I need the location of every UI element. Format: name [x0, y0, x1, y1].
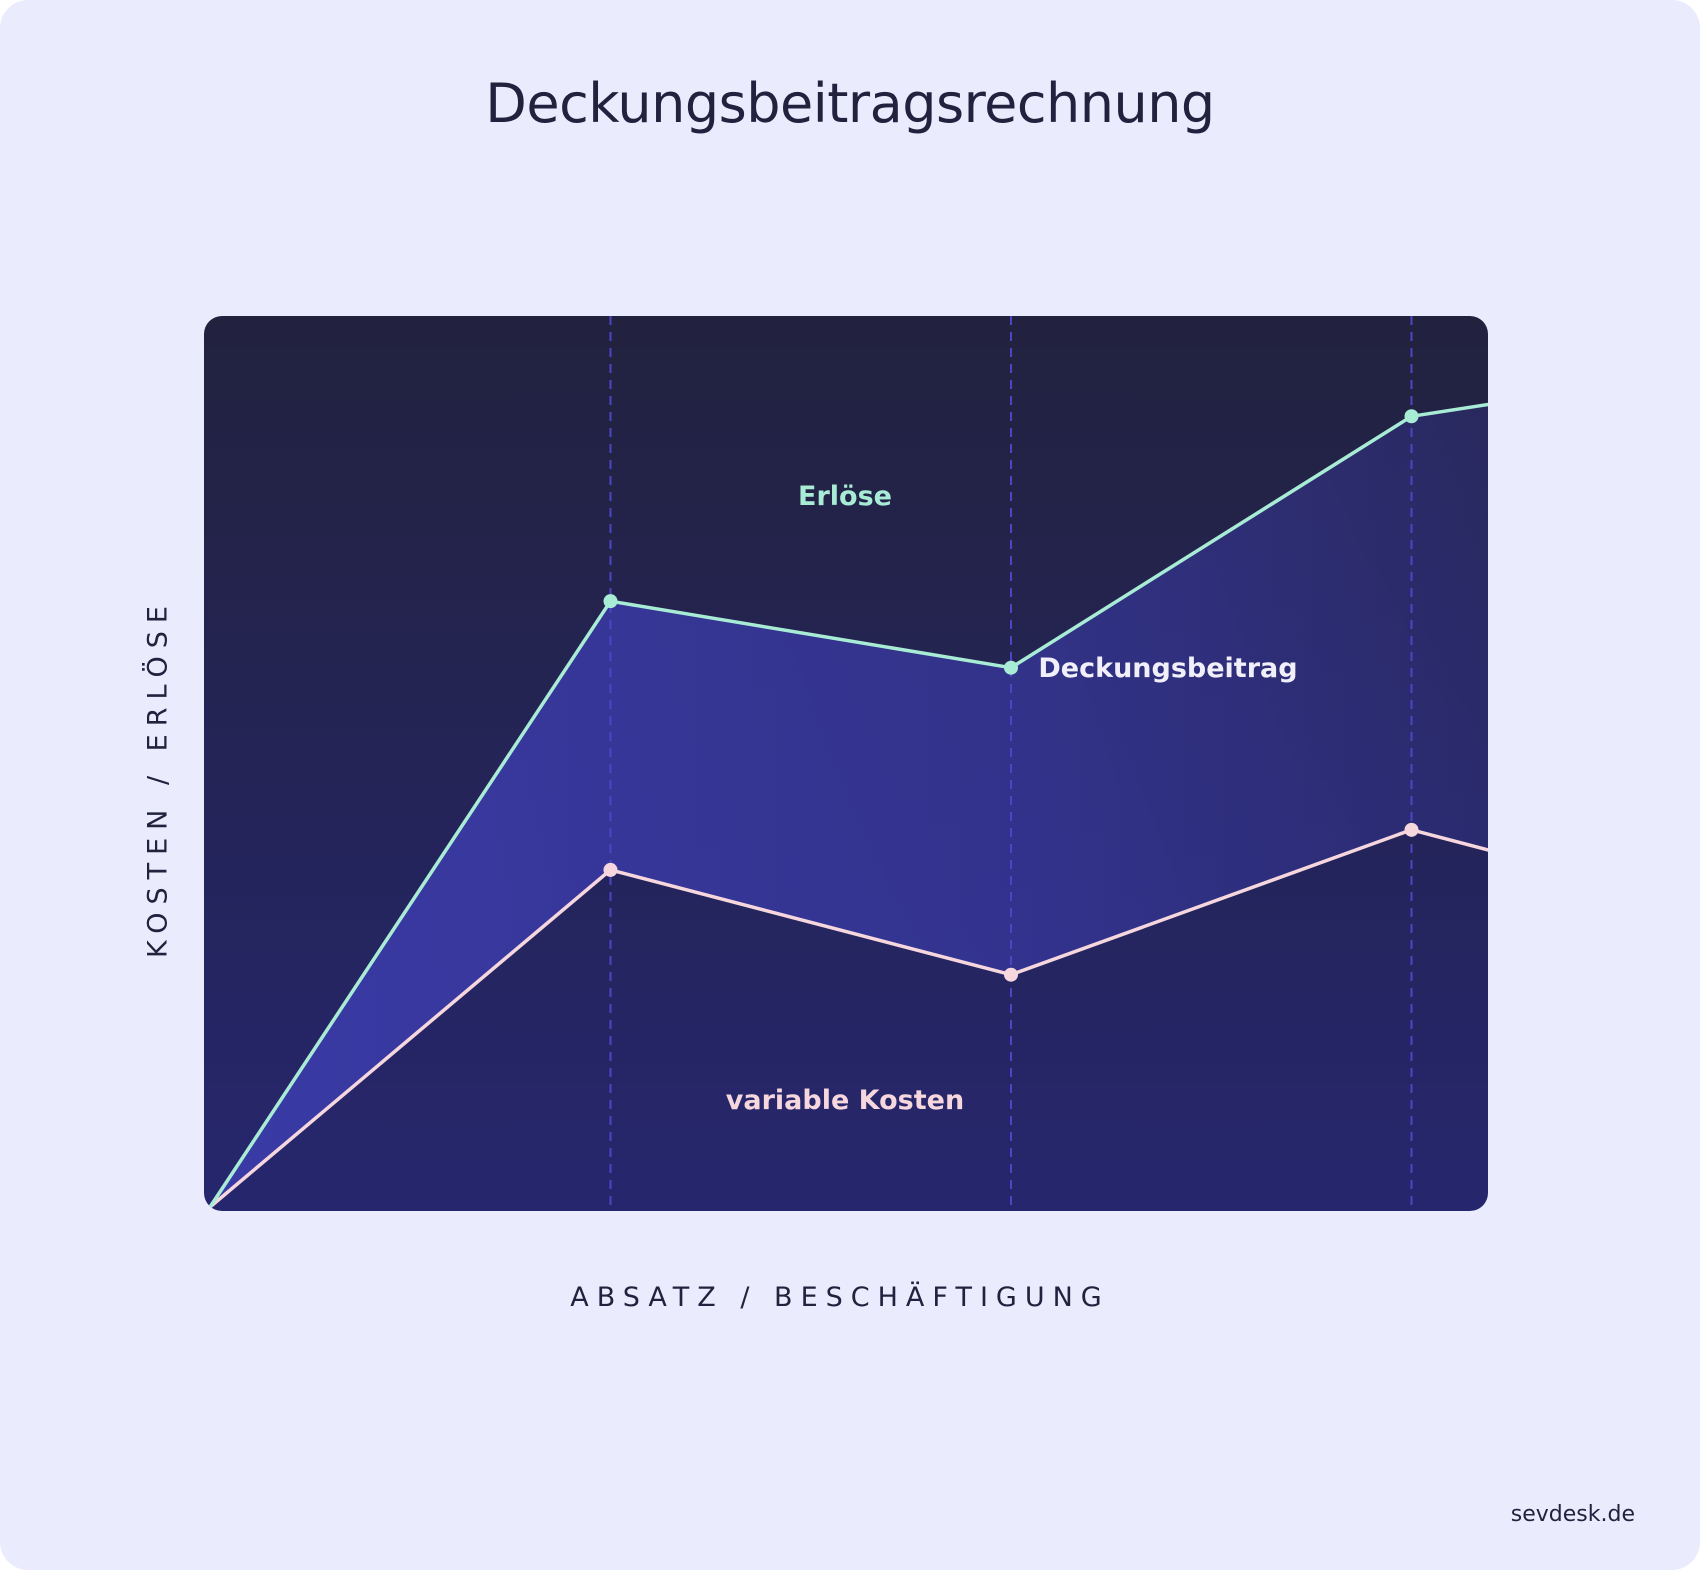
revenue-annotation: Erlöse	[798, 481, 892, 512]
revenue-point	[603, 594, 618, 609]
revenue-point	[1004, 660, 1018, 675]
vertical-guides	[609, 316, 1413, 1211]
variable-cost-point	[1004, 967, 1018, 982]
revenue-point	[1404, 409, 1419, 424]
brand-label: sevdesk.de	[1510, 1502, 1635, 1527]
y-axis-label: KOSTEN / ERLÖSE	[142, 598, 174, 958]
variable-cost-annotation: variable Kosten	[726, 1085, 964, 1116]
x-axis-label: ABSATZ / BESCHÄFTIGUNG	[570, 1282, 1110, 1313]
chart-title: Deckungsbeitragsrechnung	[485, 72, 1215, 135]
data-markers	[603, 409, 1419, 982]
variable-cost-point	[603, 862, 618, 877]
margin-area	[210, 372, 1488, 1207]
margin-annotation: Deckungsbeitrag	[1038, 653, 1297, 684]
variable-cost-point	[1404, 822, 1419, 837]
